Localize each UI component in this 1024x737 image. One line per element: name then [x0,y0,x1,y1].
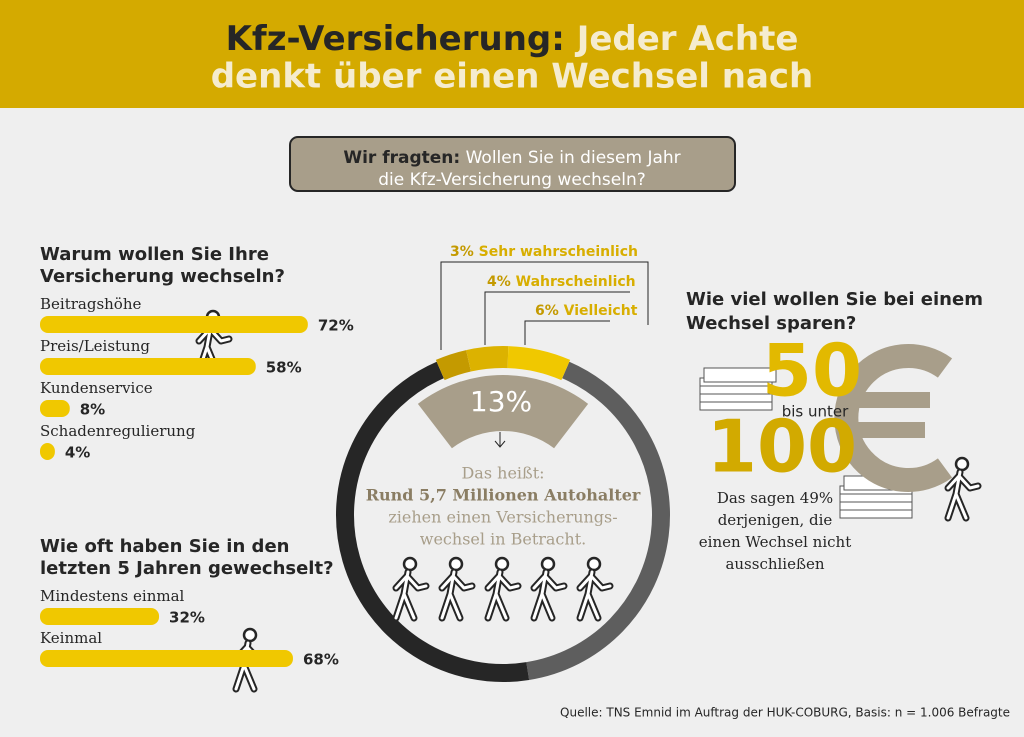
question-line1: Wir fragten: Wollen Sie in diesem Jahr [343,148,680,168]
question-line2: die Kfz-Versicherung wechseln? [378,170,646,190]
bar [40,400,70,417]
switches-title: letzten 5 Jahren gewechselt? [40,558,334,579]
savings-to: 100 [707,405,857,489]
ring-text: Rund 5,7 Millionen Autohalter [366,486,641,505]
bar [40,358,256,375]
reasons-title: Warum wollen Sie Ihre [40,244,269,265]
walker-icon [442,558,472,618]
value-label: 58% [266,359,302,377]
ring-rest [526,361,670,680]
ring-text: Das heißt: [461,464,544,483]
ring-text: ziehen einen Versicherungs- [388,508,617,527]
value-label: 32% [169,609,205,627]
bar [40,443,55,460]
bar-label: Kundenservice [40,379,153,397]
switches-title: Wie oft haben Sie in den [40,536,289,557]
value-label: 68% [303,651,339,669]
bar-label: Schadenregulierung [40,422,196,440]
title-lead: Kfz-Versicherung: [226,19,565,59]
question-box [289,136,736,192]
savings-note: einen Wechsel nicht [699,533,851,551]
segment-legend: 3% Sehr wahrscheinlich [450,244,638,260]
ring-segment [466,346,509,372]
euro-icon [858,392,930,438]
question-text: Wollen Sie in diesem Jahr [466,148,681,168]
bar [40,316,308,333]
bar [40,650,293,667]
ring-chart: 13% Das heißt: Rund 5,7 Millionen Autohalt… [336,346,670,682]
walker-icon [948,458,978,518]
total-wedge [417,374,589,449]
segment-label: Wahrscheinlich [516,274,636,290]
walker-icon [534,558,564,618]
savings-note: Das sagen 49% [717,489,833,507]
savings-title: Wechsel sparen? [686,313,856,334]
walker-icon [488,558,518,618]
savings-note: ausschließen [725,555,824,573]
source: Quelle: TNS Emnid im Auftrag der HUK-COB… [560,706,1010,720]
ring-segment [435,350,472,381]
segment-label: Sehr wahrscheinlich [479,244,638,260]
title: Kfz-Versicherung: Jeder Achte [226,19,799,59]
title-line2: denkt über einen Wechsel nach [211,57,814,97]
savings-title: Wie viel wollen Sie bei einem [686,289,983,310]
savings-note: derjenigen, die [718,511,833,529]
walker-icon [396,558,426,618]
value-label: 8% [80,401,105,419]
segment-legend: 4% Wahrscheinlich [487,274,636,290]
ring-text: wechsel in Betracht. [420,530,586,549]
segment-value: 4% [487,274,511,290]
bar-label: Mindestens einmal [40,587,185,605]
connector [440,261,649,350]
reasons-title: Versicherung wechseln? [40,266,285,287]
title-rest: Jeder Achte [575,19,799,59]
savings-from: 50 [762,329,862,413]
bar [40,608,160,625]
bar-label: Beitragshöhe [40,295,141,313]
segment-value: 3% [450,244,474,260]
arrow [494,432,506,448]
segment-label: Vielleicht [564,303,638,319]
bar-label: Keinmal [40,629,102,647]
header-band [0,0,1024,108]
segment-legend: 6% Vielleicht [535,303,638,319]
value-label: 72% [318,317,354,335]
total-label: 13% [470,385,532,418]
segment-value: 6% [535,303,559,319]
euro-icon [834,344,953,492]
value-label: 4% [65,444,90,462]
connector [524,320,610,345]
ring-segment [507,346,571,381]
savings-between: bis unter [782,403,849,421]
bar-label: Preis/Leistung [40,337,150,355]
walker-icon [580,558,610,618]
question-lead: Wir fragten: [343,148,460,168]
ring-rest [336,361,530,682]
connector [484,291,630,345]
